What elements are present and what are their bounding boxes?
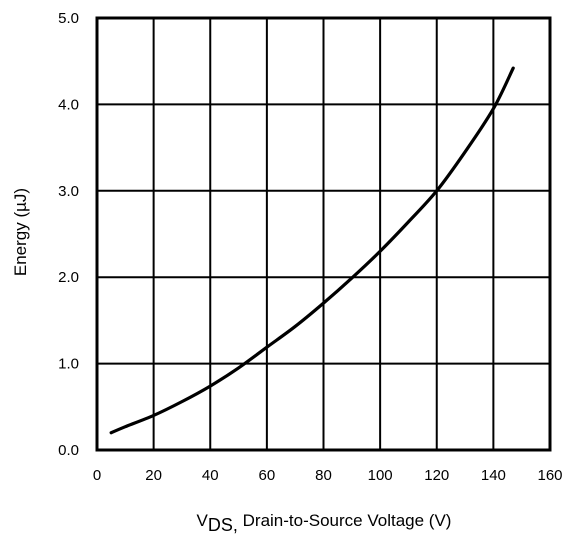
x-tick-label: 120 <box>424 467 449 484</box>
x-tick-label: 60 <box>259 467 276 484</box>
x-tick-label: 20 <box>145 467 162 484</box>
grid-lines <box>96 17 551 451</box>
x-tick-label: 140 <box>481 467 506 484</box>
x-tick-labels: 0 20 40 60 80 100 120 140 160 <box>93 467 563 484</box>
x-tick-label: 160 <box>537 467 562 484</box>
y-tick-labels: 0.0 1.0 2.0 3.0 4.0 5.0 <box>58 10 79 459</box>
y-tick-label: 0.0 <box>58 442 79 459</box>
series-layer <box>109 66 515 435</box>
series-line-energy <box>109 66 515 435</box>
plot-frame <box>95 16 552 452</box>
y-axis-label: Energy (µJ) <box>11 188 30 276</box>
x-axis-label-main: V <box>197 511 209 530</box>
y-tick-label: 5.0 <box>58 10 79 27</box>
y-tick-label: 4.0 <box>58 96 79 113</box>
x-axis-label: VDS, Drain-to-Source Voltage (V) <box>197 511 452 535</box>
x-axis-label-subscript: DS, <box>208 515 238 535</box>
x-tick-label: 80 <box>315 467 332 484</box>
x-tick-label: 100 <box>368 467 393 484</box>
y-tick-label: 2.0 <box>58 269 79 286</box>
x-tick-label: 40 <box>202 467 219 484</box>
y-tick-label: 1.0 <box>58 356 79 373</box>
y-tick-label: 3.0 <box>58 183 79 200</box>
x-axis-label-rest: Drain-to-Source Voltage (V) <box>238 511 452 530</box>
x-tick-label: 0 <box>93 467 101 484</box>
